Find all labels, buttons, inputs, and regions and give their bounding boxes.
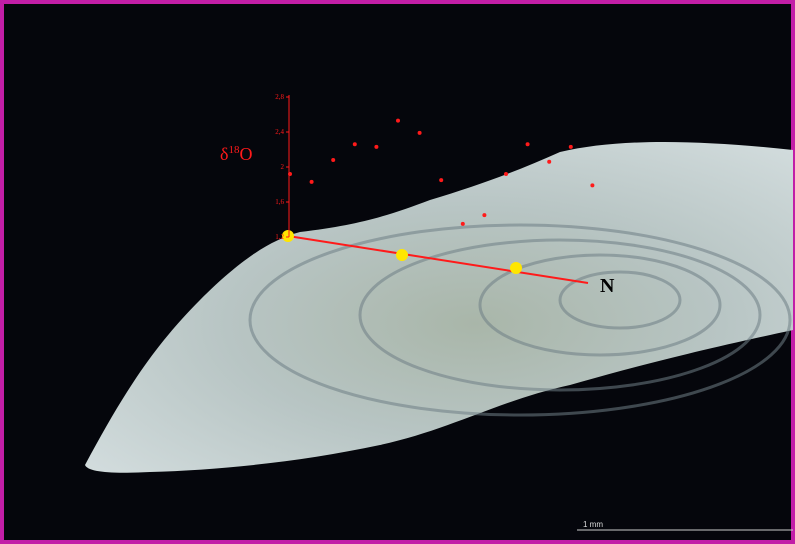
y-tick-label: 1,2 [275, 233, 284, 241]
transect-line [287, 235, 589, 284]
y-tick-label: 2,4 [275, 128, 284, 136]
sample-spot [396, 249, 408, 261]
data-point [417, 130, 422, 135]
data-point [396, 118, 400, 123]
data-point [460, 221, 465, 226]
data-point [525, 142, 530, 147]
y-axis-label: δ18O [220, 144, 252, 164]
y-label-part: δ [220, 144, 228, 164]
data-point [309, 179, 314, 184]
data-point [439, 178, 444, 183]
direction-label: N [600, 275, 615, 297]
y-tick-label: 2,8 [275, 93, 284, 101]
sample-spot [282, 230, 294, 242]
otolith [85, 142, 793, 473]
y-tick-label: 2 [281, 163, 285, 171]
data-point [288, 172, 292, 176]
growth-rings [248, 223, 792, 417]
y-label-part: 18 [228, 144, 240, 156]
data-point [331, 158, 336, 162]
data-point [352, 142, 357, 147]
y-tick-label: 1,6 [275, 198, 284, 206]
scale-bar-label: 1 mm [583, 520, 603, 529]
sample-spot [510, 262, 522, 274]
y-label-part: O [239, 144, 252, 164]
data-point [547, 159, 552, 164]
data-point [568, 144, 573, 149]
data-point [590, 183, 595, 188]
data-point [482, 213, 487, 218]
data-point [504, 172, 508, 176]
data-point [374, 144, 379, 149]
